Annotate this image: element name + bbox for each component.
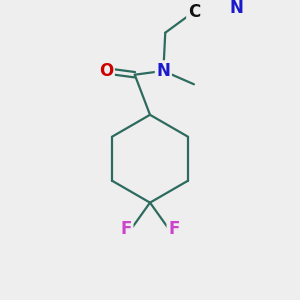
Text: F: F — [168, 220, 180, 238]
Text: N: N — [230, 0, 244, 17]
Text: N: N — [156, 62, 170, 80]
Text: C: C — [188, 3, 200, 21]
Text: O: O — [99, 62, 113, 80]
Text: F: F — [120, 220, 132, 238]
